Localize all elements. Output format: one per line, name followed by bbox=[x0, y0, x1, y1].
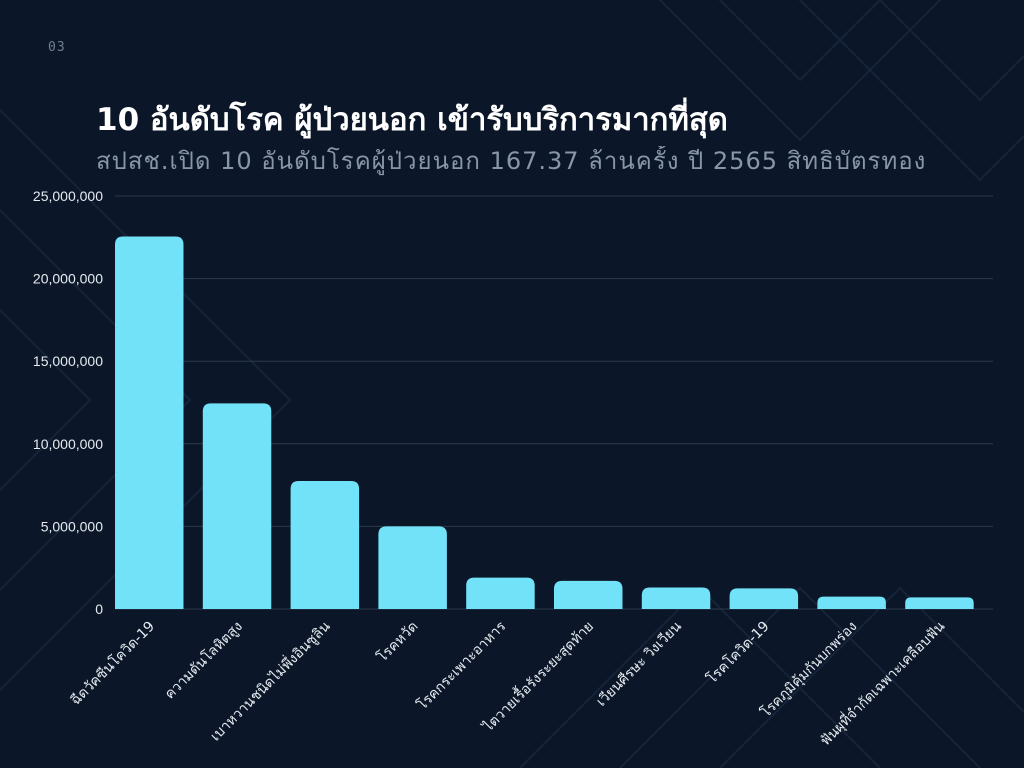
y-tick-label: 15,000,000 bbox=[33, 353, 103, 369]
bar bbox=[641, 587, 711, 609]
bar bbox=[290, 480, 360, 609]
x-tick-label: โรคหวัด bbox=[374, 618, 422, 666]
y-tick-label: 20,000,000 bbox=[33, 271, 103, 287]
x-tick-label: โรคภูมิคุ้มกันบกพร่อง bbox=[757, 618, 860, 721]
page-number: 03 bbox=[48, 40, 66, 55]
bar bbox=[466, 577, 535, 609]
bar bbox=[554, 580, 623, 609]
bar bbox=[378, 526, 447, 609]
bar bbox=[202, 403, 272, 609]
y-tick-label: 25,000,000 bbox=[33, 188, 103, 204]
x-tick-label: ฉีดวัคซีนโควิด-19 bbox=[67, 618, 158, 709]
bar bbox=[115, 236, 184, 609]
x-tick-label: ความดันโลหิตสูง bbox=[161, 618, 246, 703]
y-tick-label: 10,000,000 bbox=[33, 436, 103, 452]
page-title: 10 อันดับโรค ผู้ป่วยนอก เข้ารับบริการมาก… bbox=[96, 102, 728, 138]
x-tick-label: เวียนศีรษะ วิงเวียน bbox=[594, 618, 686, 710]
x-tick-label: โรคโควิด-19 bbox=[703, 618, 772, 687]
bars bbox=[115, 236, 974, 609]
bar bbox=[817, 596, 886, 609]
y-tick-label: 5,000,000 bbox=[41, 518, 103, 534]
y-axis-ticks: 0 5,000,000 10,000,000 15,000,000 20,000,000… bbox=[33, 188, 103, 617]
y-tick-label: 0 bbox=[95, 601, 103, 617]
bar bbox=[729, 588, 799, 609]
x-axis-ticks: ฉีดวัคซีนโควิด-19 ความดันโลหิตสูงเบาหวานช… bbox=[67, 616, 948, 749]
page-subtitle: สปสช.เปิด 10 อันดับโรคผู้ป่วยนอก 167.37 … bbox=[96, 147, 927, 175]
bar bbox=[905, 597, 974, 609]
x-tick-label: โรคกระเพาะอาหาร bbox=[414, 617, 510, 713]
